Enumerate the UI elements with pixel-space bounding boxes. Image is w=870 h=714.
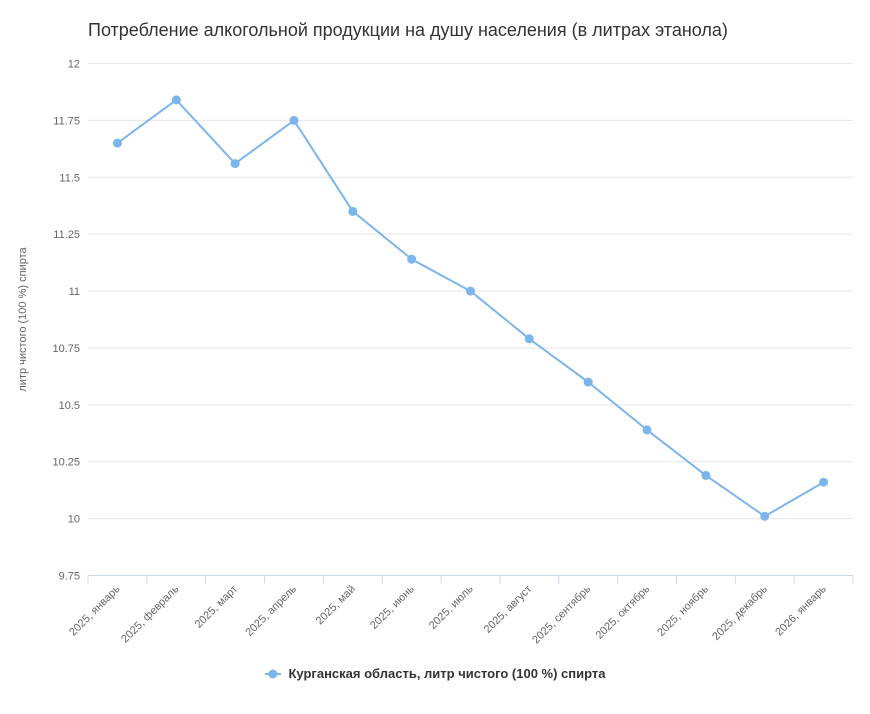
y-axis-tick-label: 12 [68,59,80,71]
data-point-marker[interactable] [407,254,417,264]
data-point-marker[interactable] [466,286,475,296]
y-axis-tick-label: 11.75 [53,115,80,127]
chart-title: Потребление алкогольной продукции на душ… [88,20,728,40]
x-axis-tick-label: 2025, июнь [368,583,417,632]
x-axis-tick-label: 2025, июль [427,583,476,632]
x-axis-tick-label: 2025, февраль [119,583,181,645]
data-point-marker[interactable] [348,206,358,216]
x-axis-tick-label: 2025, декабрь [710,583,770,643]
x-axis-tick-label: 2025, март [193,583,241,631]
data-point-marker[interactable] [760,511,770,521]
legend-series-marker-icon [264,669,281,678]
y-axis-title: литр чистого (100 %) спирта [17,247,29,392]
x-axis-tick-label: 2025, сентябрь [530,583,593,646]
data-point-marker[interactable] [230,159,240,169]
y-axis-tick-label: 10.25 [52,457,80,469]
series-line [116,98,825,518]
y-axis-tick-label: 10.5 [59,400,80,412]
legend-dot-icon [268,669,277,678]
y-axis-tick-label: 11.5 [59,172,80,184]
x-axis-tick-label: 2025, апрель [243,583,299,639]
x-axis-tick-label: 2025, август [482,583,535,636]
data-point-marker[interactable] [642,425,652,435]
x-axis-tick-label: 2025, ноябрь [655,583,711,639]
data-point-marker[interactable] [289,115,299,125]
data-point-marker[interactable] [583,377,593,387]
x-axis-tick-label: 2025, май [314,583,358,627]
y-axis-tick-label: 11.25 [53,229,80,241]
data-point-marker[interactable] [819,477,829,487]
y-axis-tick-label: 10.75 [52,343,80,355]
x-axis-tick-label: 2025, январь [67,583,123,639]
data-point-marker[interactable] [112,138,122,148]
data-point-marker[interactable] [524,334,534,344]
legend-item[interactable]: Курганская область, литр чистого (100 %)… [0,666,870,681]
data-point-marker[interactable] [171,95,181,105]
x-axis-tick-label: 2026, январь [773,583,829,639]
y-axis-tick-label: 11 [69,286,80,298]
y-axis-tick-label: 9.75 [59,571,80,583]
x-axis-tick-label: 2025, октябрь [594,583,653,642]
plot-area: 9.75 10 10.25 10.5 10.75 11 11.25 11.5 11.75 12 20… [17,59,854,646]
legend-label: Курганская область, литр чистого (100 %)… [288,666,606,681]
data-point-marker[interactable] [701,470,711,480]
y-axis-tick-label: 10 [68,514,80,526]
